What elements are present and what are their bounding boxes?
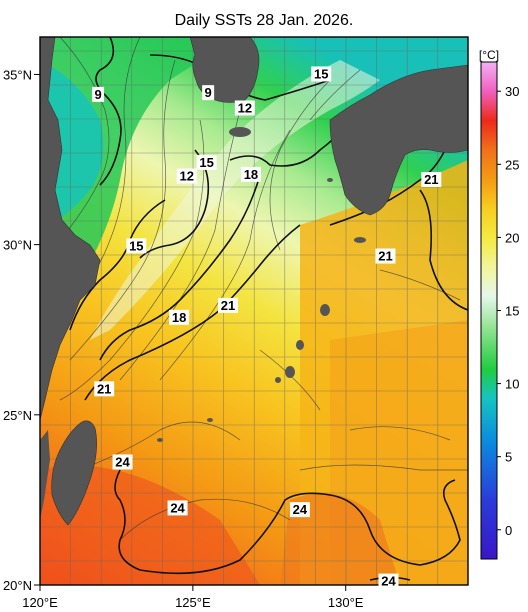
contour-label-text: 9 bbox=[205, 85, 212, 100]
contour-label: 21 bbox=[375, 248, 396, 264]
contour-label: 15 bbox=[311, 66, 332, 82]
contour-label-text: 15 bbox=[199, 155, 213, 170]
contour-label: 18 bbox=[169, 309, 190, 325]
contour-label-text: 24 bbox=[381, 574, 396, 589]
contour-label-text: 21 bbox=[424, 172, 438, 187]
china-coast-land bbox=[40, 37, 101, 421]
taiwan-land bbox=[51, 420, 97, 526]
contour-label-text: 18 bbox=[172, 310, 186, 325]
contour-label-box bbox=[421, 171, 442, 187]
contour-label: 18 bbox=[240, 166, 261, 182]
contour-label-box bbox=[289, 502, 310, 518]
contour-label-text: 21 bbox=[221, 298, 235, 313]
x-tick-label: 125°E bbox=[175, 595, 211, 610]
contour-label: 15 bbox=[196, 154, 217, 170]
colorbar-tick-label: 25 bbox=[505, 157, 519, 172]
map-frame bbox=[39, 36, 469, 586]
contour-label: 24 bbox=[112, 454, 133, 470]
ryukyu-islands bbox=[157, 178, 366, 442]
contour-label-text: 12 bbox=[238, 100, 252, 115]
colorbar-ticks: 30 25 20 15 10 5 0 bbox=[497, 84, 519, 538]
contour-label-text: 15 bbox=[314, 66, 328, 81]
contour-label-box bbox=[112, 454, 133, 470]
map-field bbox=[40, 37, 468, 585]
contour-label-box bbox=[240, 166, 261, 182]
contour-label-box bbox=[375, 248, 396, 264]
contour-label: 9 bbox=[202, 85, 215, 101]
contour-label: 21 bbox=[218, 297, 239, 313]
contour-label-box bbox=[218, 297, 239, 313]
contour-label-text: 9 bbox=[94, 87, 101, 102]
x-tick-label: 120°E bbox=[22, 595, 58, 610]
contour-label-box bbox=[311, 66, 332, 82]
colorbar-tick-label: 10 bbox=[505, 377, 519, 392]
colorbar-tick-label: 15 bbox=[505, 304, 519, 319]
colorbar: [°C] 30 25 20 15 10 5 0 bbox=[479, 48, 519, 560]
contour-label-text: 21 bbox=[378, 249, 392, 264]
y-tick-label: 25°N bbox=[3, 408, 32, 423]
jeju-island-land bbox=[229, 127, 251, 137]
contour-label-box bbox=[169, 309, 190, 325]
colorbar-tick-label: 5 bbox=[505, 450, 512, 465]
hot-region-south bbox=[280, 493, 400, 585]
y-tick-label: 20°N bbox=[3, 578, 32, 593]
contour-label: 24 bbox=[378, 573, 399, 589]
contour-labels: 9 9 12 15 15 12 18 21 21 15 21 18 21 24 24 24 24 bbox=[92, 66, 442, 589]
axis-layer: 120°E 125°E 130°E 35°N 30°N 25°N 20°N bbox=[3, 67, 364, 610]
contour-label-box bbox=[196, 154, 217, 170]
hot-region-southwest bbox=[40, 465, 260, 585]
contour-label: 12 bbox=[176, 168, 197, 184]
contour-label-box bbox=[94, 381, 115, 397]
contour-label: 21 bbox=[94, 381, 115, 397]
x-tick-label: 130°E bbox=[328, 595, 364, 610]
shikoku-land bbox=[400, 93, 457, 122]
china-coast-south-land bbox=[40, 430, 50, 520]
contour-label: 21 bbox=[421, 171, 442, 187]
contour-label-box bbox=[92, 86, 105, 102]
contour-label-box bbox=[202, 85, 215, 101]
contour-label-text: 24 bbox=[115, 454, 130, 469]
contour-label: 9 bbox=[92, 86, 105, 102]
colorbar-unit-label: [°C] bbox=[479, 48, 499, 62]
y-tick-label: 35°N bbox=[3, 67, 32, 82]
contour-label-text: 18 bbox=[244, 167, 258, 182]
contour-label-box bbox=[234, 100, 255, 116]
contour-label: 15 bbox=[126, 238, 147, 254]
contour-label: 24 bbox=[167, 500, 188, 516]
contour-label: 12 bbox=[234, 100, 255, 116]
contour-label-text: 24 bbox=[170, 500, 185, 515]
contour-label-text: 15 bbox=[129, 238, 143, 253]
colorbar-bar bbox=[480, 61, 498, 560]
colorbar-tick-label: 30 bbox=[505, 84, 519, 99]
colorbar-tick-label: 0 bbox=[505, 523, 512, 538]
contour-label-text: 21 bbox=[97, 381, 111, 396]
contour-label-text: 24 bbox=[293, 502, 308, 517]
coldest-region-yellow-sea bbox=[40, 60, 104, 230]
contour-label: 24 bbox=[289, 502, 310, 518]
colorbar-tick-label: 20 bbox=[505, 230, 519, 245]
thin-isotherms bbox=[59, 37, 468, 541]
contour-label-box bbox=[176, 168, 197, 184]
contour-label-box bbox=[126, 238, 147, 254]
contour-label-text: 12 bbox=[180, 169, 194, 184]
contour-label-box bbox=[167, 500, 188, 516]
map-title: Daily SSTs 28 Jan. 2026. bbox=[174, 12, 354, 29]
y-tick-label: 30°N bbox=[3, 238, 32, 253]
contour-label-box bbox=[378, 573, 399, 589]
